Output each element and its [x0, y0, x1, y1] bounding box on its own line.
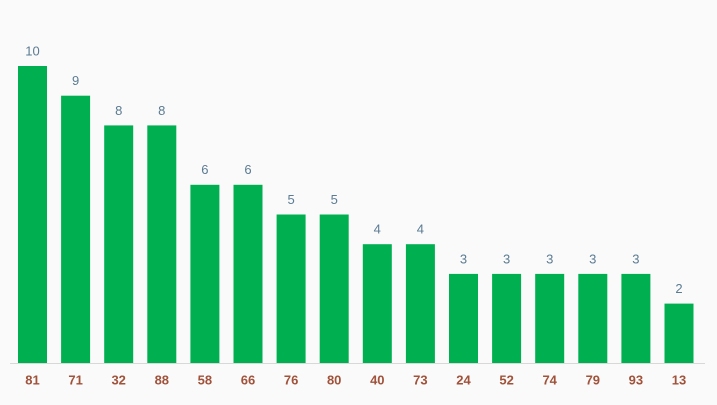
category-label: 80 [327, 372, 341, 387]
category-label: 93 [629, 372, 643, 387]
category-label: 73 [413, 372, 427, 387]
value-label: 5 [287, 192, 294, 207]
category-label: 71 [68, 372, 82, 387]
bar [233, 184, 263, 363]
value-label: 9 [72, 73, 79, 88]
bar [18, 66, 47, 363]
category-label: 40 [370, 372, 384, 387]
bar [319, 214, 349, 363]
value-label: 3 [460, 251, 467, 266]
category-label: 66 [241, 372, 255, 387]
bar [492, 273, 522, 363]
value-label: 5 [331, 192, 338, 207]
value-label: 4 [417, 222, 424, 237]
category-label: 24 [456, 372, 471, 387]
bar [61, 95, 91, 363]
value-label: 6 [244, 162, 251, 177]
value-label: 10 [25, 43, 39, 58]
bar [104, 125, 134, 364]
category-label: 76 [284, 372, 298, 387]
bar [190, 184, 220, 363]
category-label: 52 [499, 372, 513, 387]
value-label: 8 [158, 103, 165, 118]
bar [578, 273, 608, 363]
bar [405, 244, 435, 363]
category-label: 88 [155, 372, 169, 387]
value-label: 3 [546, 251, 553, 266]
bar [276, 214, 306, 363]
category-label: 32 [111, 372, 125, 387]
category-label: 81 [25, 372, 39, 387]
bar [664, 303, 694, 363]
value-label: 4 [374, 222, 381, 237]
value-label: 8 [115, 103, 122, 118]
bar [621, 273, 651, 363]
category-label: 13 [672, 372, 686, 387]
value-label: 3 [632, 251, 639, 266]
value-label: 3 [503, 251, 510, 266]
bar [362, 244, 392, 363]
category-label: 58 [198, 372, 212, 387]
value-label: 6 [201, 162, 208, 177]
bar [147, 125, 177, 364]
value-label: 3 [589, 251, 596, 266]
value-label: 2 [675, 281, 682, 296]
bar [449, 273, 478, 363]
bar [535, 273, 565, 363]
category-label: 74 [542, 372, 557, 387]
category-label: 79 [586, 372, 600, 387]
